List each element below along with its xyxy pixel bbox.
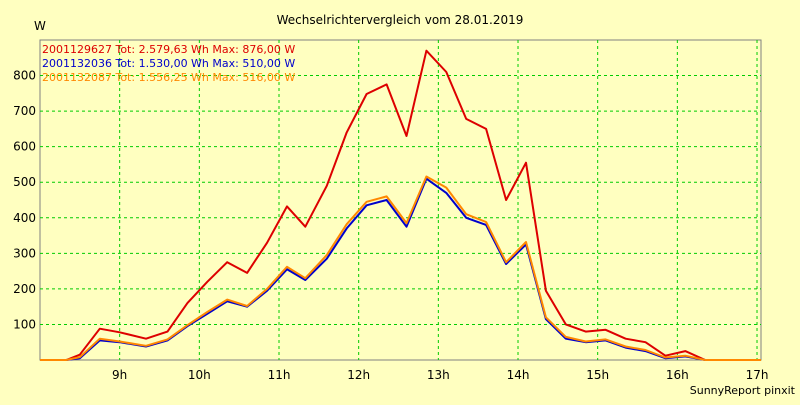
grid-lines <box>40 40 761 360</box>
y-tick-label: 100 <box>13 317 36 331</box>
x-tick-label: 9h <box>112 368 127 382</box>
y-tick-label: 500 <box>13 175 36 189</box>
y-axis-unit-label: W <box>34 19 46 33</box>
series-lines <box>40 49 761 361</box>
series-line-2001132087 <box>40 175 761 361</box>
y-tick-label: 400 <box>13 211 36 225</box>
credit-label: SunnyReport pinxit <box>690 384 796 397</box>
chart-title: Wechselrichtervergleich vom 28.01.2019 <box>277 13 524 27</box>
x-tick-label: 17h <box>746 368 769 382</box>
y-axis-ticks: 100 200 300 400 500 600 700 800 <box>13 69 36 332</box>
x-axis-ticks: 9h 10h 11h 12h 13h 14h 15h 16h 17h <box>112 368 768 382</box>
legend-entry-2001132087: 2001132087 Tot: 1.556,25 Wh Max: 516,00 … <box>42 71 295 84</box>
legend-entry-2001132036: 2001132036 Tot: 1.530,00 Wh Max: 510,00 … <box>42 57 295 70</box>
x-tick-label: 16h <box>666 368 689 382</box>
y-tick-label: 300 <box>13 246 36 260</box>
plot-area <box>39 39 762 361</box>
x-tick-label: 10h <box>188 368 211 382</box>
legend-entry-2001129627: 2001129627 Tot: 2.579,63 Wh Max: 876,00 … <box>42 43 295 56</box>
x-tick-label: 11h <box>268 368 291 382</box>
x-tick-label: 15h <box>586 368 609 382</box>
legend: 2001129627 Tot: 2.579,63 Wh Max: 876,00 … <box>42 43 295 84</box>
y-tick-label: 200 <box>13 282 36 296</box>
y-tick-label: 700 <box>13 104 36 118</box>
x-tick-label: 14h <box>507 368 530 382</box>
x-tick-label: 13h <box>427 368 450 382</box>
y-tick-label: 600 <box>13 140 36 154</box>
x-tick-label: 12h <box>347 368 370 382</box>
y-tick-label: 800 <box>13 69 36 83</box>
series-line-2001129627 <box>40 49 761 361</box>
